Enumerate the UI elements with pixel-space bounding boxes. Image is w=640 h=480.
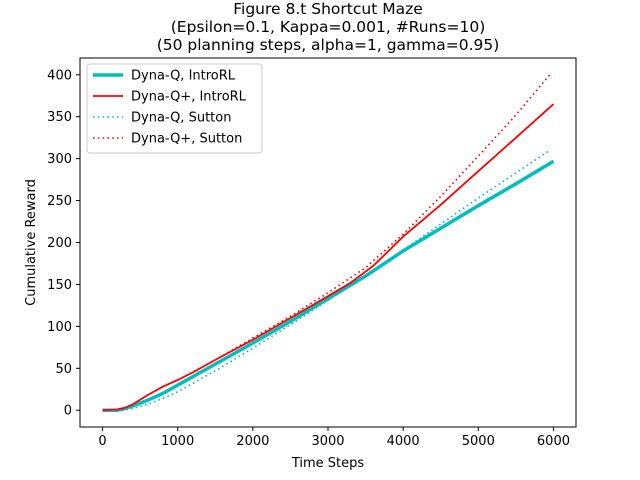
y-tick-label: 50	[55, 362, 72, 377]
legend: Dyna-Q, IntroRL Dyna-Q+, IntroRL Dyna-Q, S…	[86, 63, 263, 154]
x-tick-label: 0	[98, 434, 106, 449]
series-line-4	[102, 74, 551, 411]
y-tick-label: 100	[47, 320, 72, 335]
series-line-1	[102, 159, 555, 412]
x-tick-label: 4000	[387, 434, 420, 449]
series-layer	[102, 74, 555, 412]
legend-label-4: Dyna-Q+, Sutton	[131, 132, 242, 147]
x-tick-label: 2000	[236, 434, 269, 449]
title-line-2: (Epsilon=0.1, Kappa=0.001, #Runs=10)	[171, 18, 486, 36]
legend-label-1: Dyna-Q, IntroRL	[131, 69, 236, 84]
y-tick-label: 150	[47, 278, 72, 293]
y-tick-label: 250	[47, 194, 72, 209]
y-tick-label: 400	[47, 68, 72, 83]
x-axis: 0 1000 2000 3000 4000 5000 6000	[98, 427, 570, 449]
y-tick-label: 0	[64, 404, 72, 419]
legend-box	[86, 63, 263, 154]
y-tick-label: 200	[47, 236, 72, 251]
x-tick-label: 5000	[462, 434, 495, 449]
y-tick-label: 300	[47, 152, 72, 167]
y-tick-label: 350	[47, 110, 72, 125]
title-line-1: Figure 8.t Shortcut Maze	[233, 0, 423, 18]
x-tick-label: 6000	[537, 434, 570, 449]
chart-title: Figure 8.t Shortcut Maze (Epsilon=0.1, K…	[157, 0, 500, 54]
y-axis-label: Cumulative Reward	[24, 179, 39, 306]
y-axis: 0 50 100 150 200 250 300 350 400	[47, 68, 80, 419]
legend-label-3: Dyna-Q, Sutton	[131, 111, 231, 126]
title-line-3: (50 planning steps, alpha=1, gamma=0.95)	[157, 36, 500, 54]
legend-label-2: Dyna-Q+, IntroRL	[131, 90, 247, 105]
x-axis-label: Time Steps	[291, 456, 365, 471]
x-tick-label: 3000	[311, 434, 344, 449]
series-line-3	[102, 149, 551, 412]
x-tick-label: 1000	[161, 434, 194, 449]
series-line-2	[102, 103, 555, 412]
